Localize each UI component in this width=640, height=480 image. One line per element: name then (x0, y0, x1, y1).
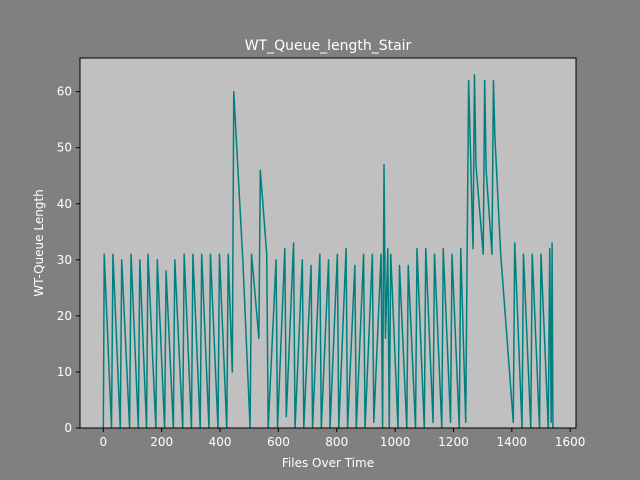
series-layer (102, 74, 554, 429)
x-tick-label: 0 (100, 435, 108, 449)
x-tick-label: 400 (209, 435, 232, 449)
y-tick-label: 30 (57, 253, 72, 267)
x-tick-label: 1200 (438, 435, 469, 449)
y-tick-label: 60 (57, 85, 72, 99)
x-tick-label: 600 (267, 435, 290, 449)
x-axis: 0 200 400 600 800 1000 1200 1400 1600 (100, 428, 586, 449)
plot-area (80, 58, 576, 428)
x-tick-label: 1600 (555, 435, 586, 449)
y-tick-label: 40 (57, 197, 72, 211)
y-axis: 0 10 20 30 40 50 60 (57, 85, 80, 435)
y-tick-label: 10 (57, 365, 72, 379)
y-tick-label: 0 (64, 421, 72, 435)
y-tick-label: 20 (57, 309, 72, 323)
y-axis-label: WT-Queue Length (32, 189, 46, 297)
plot-frame (79, 57, 577, 429)
y-tick-label: 50 (57, 141, 72, 155)
x-tick-label: 800 (325, 435, 348, 449)
x-axis-label: Files Over Time (282, 456, 374, 470)
x-tick-label: 1400 (497, 435, 528, 449)
x-tick-label: 200 (150, 435, 173, 449)
chart-title: WT_Queue_length_Stair (245, 38, 412, 54)
x-tick-label: 1000 (380, 435, 411, 449)
series-line-0 (102, 74, 554, 429)
